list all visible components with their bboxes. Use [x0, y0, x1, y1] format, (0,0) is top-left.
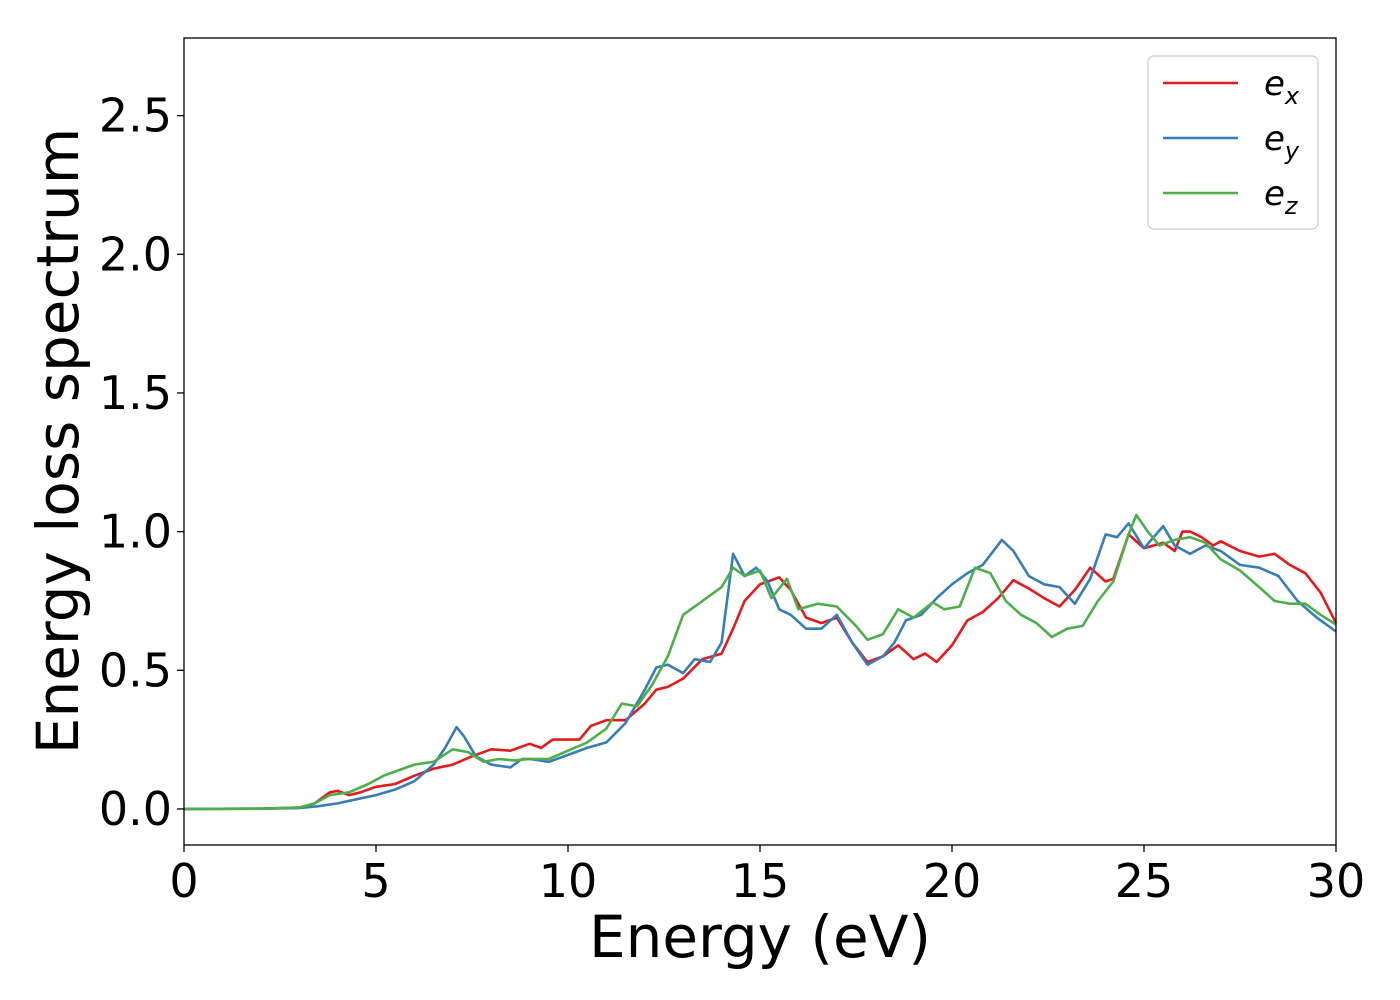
y-axis-label: Energy loss spectrum — [24, 128, 92, 754]
legend-box — [1147, 55, 1319, 230]
series-line-e_x — [183, 530, 1338, 811]
y-tick-label: 0.0 — [99, 782, 172, 836]
legend-label-main: e — [1264, 119, 1285, 159]
y-tick-label: 2.5 — [99, 89, 172, 143]
x-axis-ticks: 0 5 10 15 20 25 30 — [169, 845, 1365, 908]
x-tick-label: 15 — [731, 854, 790, 908]
series-line-e_z — [183, 513, 1337, 811]
legend-label-main: e — [1264, 64, 1285, 104]
y-tick-label: 1.5 — [99, 366, 172, 420]
plot-lines — [183, 513, 1338, 811]
x-tick-label: 0 — [169, 854, 198, 908]
x-tick-label: 10 — [539, 854, 598, 908]
x-tick-label: 5 — [361, 854, 390, 908]
series-line-e_y — [183, 522, 1337, 811]
y-tick-label: 2.0 — [99, 227, 172, 281]
legend-label-e_z: ez — [1264, 174, 1299, 220]
legend-label-e_x: ex — [1264, 64, 1300, 110]
legend-label-sub: y — [1284, 137, 1300, 165]
x-tick-label: 30 — [1307, 854, 1366, 908]
x-tick-label: 20 — [923, 854, 982, 908]
x-tick-label: 25 — [1115, 854, 1174, 908]
y-axis-ticks: 0.0 0.5 1.0 1.5 2.0 2.5 — [99, 89, 184, 836]
y-tick-label: 0.5 — [99, 643, 172, 697]
legend-label-sub: z — [1284, 192, 1299, 220]
legend-label-sub: x — [1284, 82, 1300, 110]
y-tick-label: 1.0 — [99, 505, 172, 559]
legend-label-e_y: ey — [1264, 119, 1300, 165]
legend-label-main: e — [1264, 174, 1285, 214]
x-axis-label: Energy (eV) — [589, 903, 931, 971]
